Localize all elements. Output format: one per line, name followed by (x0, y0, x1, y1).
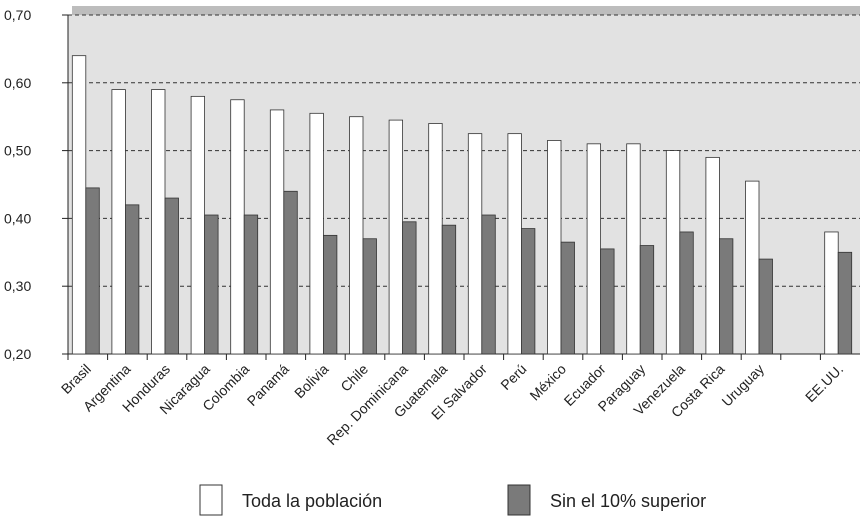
bar (230, 99, 245, 355)
bar (521, 228, 536, 355)
plot-area (68, 15, 860, 354)
x-tick-label: Panamá (244, 361, 292, 409)
bar (362, 238, 377, 355)
x-tick-label: Perú (497, 361, 529, 393)
bar (322, 234, 338, 355)
bar (467, 133, 483, 355)
x-tick-label: EE.UU. (802, 361, 846, 405)
legend-swatch (199, 484, 223, 516)
bar (428, 123, 443, 355)
bar (125, 204, 140, 355)
bar (547, 140, 562, 355)
y-tick-label: 0,30 (4, 278, 31, 294)
bar (639, 245, 655, 355)
legend-label: Toda la población (242, 491, 382, 511)
bar (665, 150, 681, 355)
bar (719, 238, 734, 355)
x-tick-label: Uruguay (718, 361, 767, 410)
bar (560, 241, 575, 355)
bar (151, 89, 166, 355)
x-tick-label: Bolivia (291, 361, 332, 402)
x-tick-label: Chile (337, 361, 371, 395)
bar (309, 112, 324, 355)
bar (164, 197, 179, 355)
bar (190, 95, 206, 355)
legend-label: Sin el 10% superior (550, 491, 706, 511)
bar (243, 214, 259, 355)
y-tick-label: 0,70 (4, 7, 31, 23)
bar (626, 143, 641, 355)
bar (586, 143, 601, 355)
y-tick-label: 0,50 (4, 143, 31, 159)
bar (283, 190, 298, 355)
bar (758, 258, 773, 355)
bar (111, 89, 126, 355)
bar (679, 231, 694, 355)
bar (402, 221, 417, 355)
bar (824, 231, 839, 355)
bar (269, 109, 285, 355)
bar (71, 55, 87, 355)
bar (349, 116, 364, 355)
bar (85, 187, 100, 355)
bar (745, 180, 760, 355)
bar (441, 224, 457, 355)
y-tick-label: 0,60 (4, 75, 31, 91)
bar (507, 133, 522, 355)
bar (388, 119, 404, 355)
bar (705, 156, 720, 355)
x-tick-label: Brasil (58, 361, 94, 397)
y-tick-label: 0,40 (4, 210, 31, 226)
bar (481, 214, 496, 355)
bar (204, 214, 219, 355)
y-tick-label: 0,20 (4, 346, 31, 362)
bar (600, 248, 615, 355)
legend-swatch (507, 484, 531, 516)
bar (837, 251, 853, 355)
